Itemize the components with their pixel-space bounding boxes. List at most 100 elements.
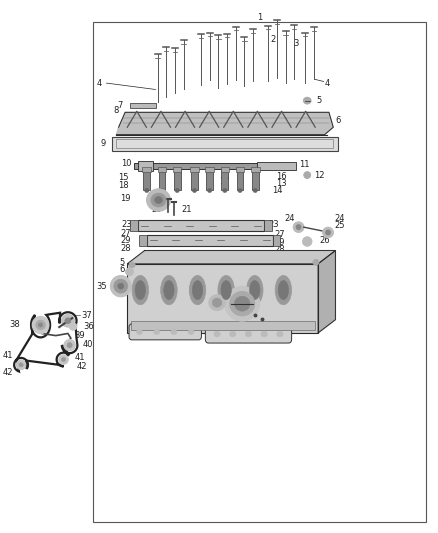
Ellipse shape	[214, 331, 220, 337]
Ellipse shape	[212, 298, 222, 307]
Bar	[131, 321, 314, 330]
Text: 26: 26	[319, 237, 329, 246]
Ellipse shape	[161, 276, 177, 305]
Ellipse shape	[238, 188, 242, 192]
Ellipse shape	[61, 358, 66, 362]
Text: 13: 13	[276, 179, 286, 188]
Ellipse shape	[61, 314, 74, 327]
FancyBboxPatch shape	[129, 324, 201, 340]
FancyBboxPatch shape	[205, 325, 292, 343]
Ellipse shape	[325, 230, 331, 235]
Bar	[174, 169, 180, 190]
Text: 41: 41	[74, 353, 85, 362]
Text: 41: 41	[3, 351, 13, 360]
Text: 2: 2	[270, 35, 276, 44]
Text: 15: 15	[118, 173, 129, 182]
Text: 36: 36	[83, 322, 94, 331]
Ellipse shape	[304, 172, 311, 179]
Text: 35: 35	[96, 281, 107, 290]
Ellipse shape	[250, 280, 260, 300]
Text: 23: 23	[268, 220, 279, 229]
Text: 4: 4	[325, 78, 330, 87]
Ellipse shape	[245, 331, 252, 337]
Bar	[142, 166, 151, 172]
Text: 28: 28	[275, 245, 285, 254]
Ellipse shape	[188, 329, 194, 335]
Ellipse shape	[129, 262, 135, 268]
Bar	[138, 161, 153, 171]
Text: 3: 3	[293, 39, 299, 48]
Ellipse shape	[223, 188, 227, 192]
Ellipse shape	[135, 280, 145, 300]
Text: 5: 5	[119, 258, 124, 266]
Text: 33: 33	[198, 298, 208, 307]
Ellipse shape	[192, 188, 197, 192]
Text: 27: 27	[275, 230, 285, 239]
Text: 14: 14	[272, 186, 283, 195]
Text: 34: 34	[206, 286, 217, 295]
Text: 28: 28	[120, 244, 131, 253]
Ellipse shape	[209, 295, 225, 311]
Bar	[237, 169, 244, 190]
Polygon shape	[127, 251, 336, 264]
Ellipse shape	[151, 193, 166, 207]
Ellipse shape	[126, 268, 133, 276]
Text: 5: 5	[321, 258, 326, 266]
Text: 29: 29	[120, 237, 131, 246]
Bar	[127, 264, 318, 333]
Bar	[92, 22, 427, 522]
Text: 6: 6	[119, 265, 124, 273]
Text: 20: 20	[152, 205, 162, 214]
Ellipse shape	[69, 323, 77, 330]
Bar	[131, 103, 156, 108]
Text: 8: 8	[113, 106, 119, 115]
Bar	[205, 166, 214, 172]
Text: 9: 9	[100, 139, 106, 148]
Ellipse shape	[313, 260, 319, 265]
Ellipse shape	[225, 286, 260, 321]
Ellipse shape	[147, 189, 170, 211]
Bar	[191, 169, 198, 190]
Text: 18: 18	[118, 181, 129, 190]
Ellipse shape	[36, 320, 46, 330]
Text: 24: 24	[285, 214, 295, 223]
Bar	[258, 162, 297, 169]
Bar	[158, 166, 166, 172]
Text: 23: 23	[121, 220, 132, 229]
Text: 40: 40	[83, 340, 93, 349]
Bar	[138, 220, 264, 231]
Text: 17: 17	[219, 177, 230, 186]
Text: 4: 4	[97, 78, 102, 87]
Text: 27: 27	[120, 229, 131, 238]
Text: 19: 19	[120, 194, 131, 203]
Text: 11: 11	[300, 160, 310, 169]
Ellipse shape	[218, 276, 234, 305]
Text: 25: 25	[334, 221, 345, 230]
Ellipse shape	[189, 276, 206, 305]
Bar	[131, 220, 138, 231]
Text: 38: 38	[10, 320, 20, 329]
Ellipse shape	[118, 283, 124, 289]
Text: 39: 39	[74, 331, 85, 340]
Ellipse shape	[154, 329, 160, 335]
Ellipse shape	[275, 276, 292, 305]
Bar	[252, 169, 259, 190]
Ellipse shape	[175, 188, 179, 192]
Ellipse shape	[136, 329, 142, 335]
Text: 22: 22	[185, 237, 195, 246]
Ellipse shape	[160, 188, 164, 192]
Ellipse shape	[132, 276, 148, 305]
Ellipse shape	[230, 292, 255, 316]
Bar	[139, 235, 147, 246]
Ellipse shape	[155, 197, 162, 204]
Ellipse shape	[278, 280, 289, 300]
Ellipse shape	[234, 296, 250, 311]
Bar	[159, 169, 166, 190]
Bar	[264, 220, 272, 231]
Text: 16: 16	[276, 172, 286, 181]
Ellipse shape	[59, 355, 68, 365]
Ellipse shape	[110, 276, 131, 297]
Text: 12: 12	[314, 171, 324, 180]
Ellipse shape	[277, 331, 283, 337]
Text: 10: 10	[121, 159, 132, 168]
